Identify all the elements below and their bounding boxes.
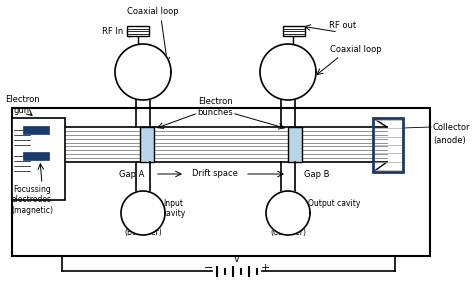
Text: +: + xyxy=(260,263,270,273)
Text: Gap B: Gap B xyxy=(304,170,330,179)
Text: Collector: Collector xyxy=(433,123,471,131)
Bar xyxy=(127,26,149,36)
Polygon shape xyxy=(121,191,165,235)
Bar xyxy=(140,127,154,162)
Bar xyxy=(283,26,305,36)
Bar xyxy=(23,126,49,134)
Text: Drift space: Drift space xyxy=(192,169,238,178)
Bar xyxy=(12,108,430,256)
Text: Input
cavity: Input cavity xyxy=(163,199,186,218)
Text: (Buncher): (Buncher) xyxy=(124,228,162,237)
Text: Electron
bunches: Electron bunches xyxy=(197,97,233,117)
Bar xyxy=(373,118,403,172)
Text: Gap A: Gap A xyxy=(119,170,145,179)
Text: −: − xyxy=(204,263,214,273)
Polygon shape xyxy=(266,191,310,235)
Text: Coaxial loop: Coaxial loop xyxy=(127,8,179,17)
Polygon shape xyxy=(115,44,171,100)
Text: V: V xyxy=(234,255,240,264)
Bar xyxy=(23,152,49,160)
Text: (Catcher): (Catcher) xyxy=(270,228,306,237)
Text: Coaxial loop: Coaxial loop xyxy=(330,46,382,54)
Text: Output cavity: Output cavity xyxy=(308,199,360,208)
Bar xyxy=(12,118,65,200)
Text: (anode): (anode) xyxy=(433,136,466,144)
Text: RF In: RF In xyxy=(102,27,124,37)
Polygon shape xyxy=(260,44,316,100)
Text: Electron
gun: Electron gun xyxy=(5,95,39,115)
Bar xyxy=(288,127,302,162)
Text: RF out: RF out xyxy=(329,21,356,31)
Text: Focussing
electrodes
(magnetic): Focussing electrodes (magnetic) xyxy=(11,185,53,215)
